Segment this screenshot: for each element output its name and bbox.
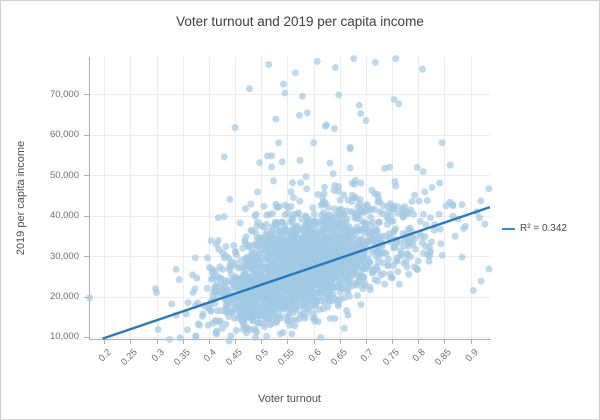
x-axis-title: Voter turnout — [258, 393, 321, 405]
y-axis-title: 2019 per capita income — [15, 140, 27, 256]
y-tick-label: 20,000 — [49, 291, 79, 303]
trendline-legend-label: R² = 0.342 — [520, 223, 567, 234]
legend: R² = 0.342 — [502, 223, 567, 234]
y-tick-label: 60,000 — [49, 129, 79, 141]
y-tick-label: 40,000 — [49, 210, 79, 222]
y-tick-label: 10,000 — [49, 331, 79, 343]
y-tick-label: 50,000 — [49, 169, 79, 181]
y-tick-label: 70,000 — [49, 88, 79, 100]
trendline-legend-swatch — [502, 227, 515, 230]
y-tick-label: 30,000 — [49, 250, 79, 262]
